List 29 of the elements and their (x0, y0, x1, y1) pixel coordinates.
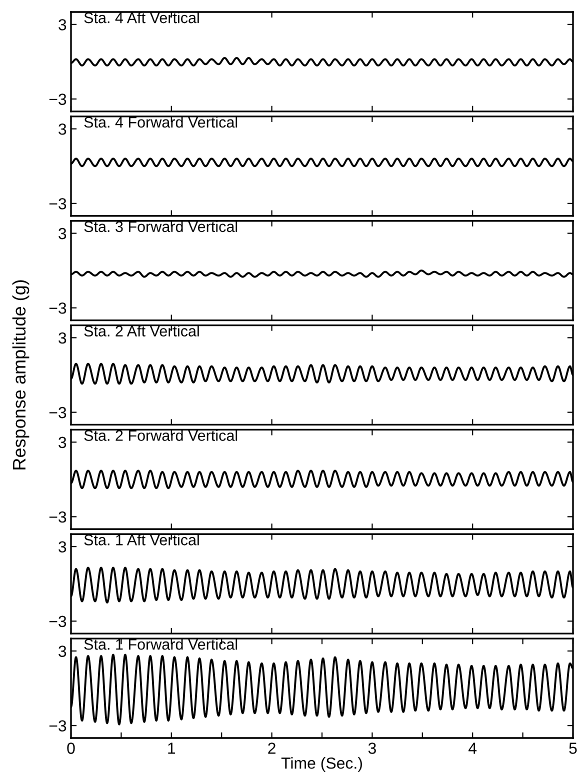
y-tick-label: 3 (58, 332, 66, 344)
y-tick-label: 3 (58, 646, 66, 657)
x-axis-title: Time (Sec.) (281, 757, 362, 772)
chart-title: Sta. 1 Aft Vertical (84, 534, 199, 546)
chart-title: Sta. 2 Aft Vertical (84, 325, 199, 337)
x-tick-label: 2 (268, 742, 276, 754)
y-tick-label: 3 (58, 228, 66, 240)
chart-title: Sta. 4 Aft Vertical (84, 12, 199, 24)
chart-title: Sta. 4 Forward Vertical (84, 116, 238, 128)
y-tick-label: −3 (49, 94, 66, 105)
y-tick-label: 3 (58, 541, 66, 553)
x-tick-label: 0 (67, 742, 75, 754)
y-tick-label: 3 (58, 436, 66, 448)
chart-title: Sta. 2 Forward Vertical (84, 430, 238, 441)
y-tick-label: −3 (49, 511, 66, 523)
x-tick-label: 5 (569, 742, 577, 754)
y-tick-label: −3 (49, 616, 66, 628)
y-tick-label: −3 (49, 720, 66, 732)
y-tick-label: 3 (58, 123, 66, 135)
y-tick-label: 3 (58, 19, 66, 30)
y-tick-label: −3 (49, 406, 66, 418)
y-tick-label: −3 (49, 198, 66, 210)
x-tick-label: 3 (368, 742, 376, 754)
chart-title: Sta. 3 Forward Vertical (84, 220, 238, 232)
x-tick-label: 1 (168, 742, 176, 754)
x-tick-label: 4 (468, 742, 477, 754)
chart-title: Sta. 1 Forward Vertical (84, 638, 238, 650)
y-tick-label: −3 (49, 302, 66, 314)
y-axis-title: Response amplitude (g) (12, 280, 30, 470)
